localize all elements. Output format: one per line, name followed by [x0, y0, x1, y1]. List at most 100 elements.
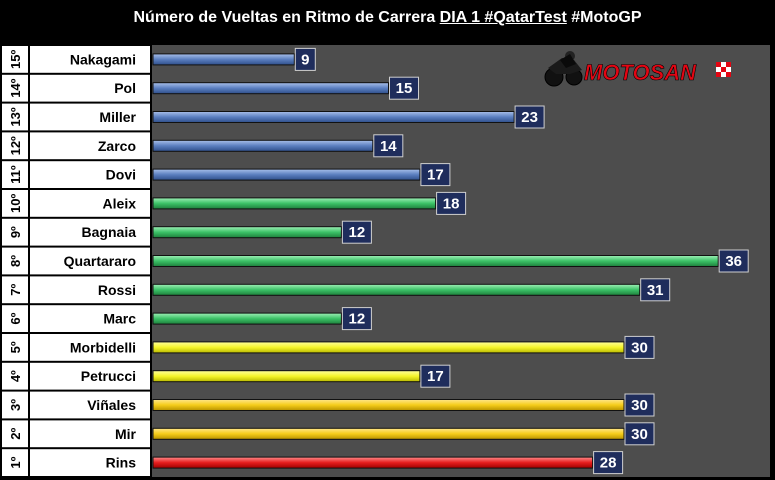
category-label-mir: Mir [115, 426, 137, 442]
position-cell-bagnaia [2, 218, 28, 246]
value-box-petrucci [420, 364, 451, 388]
rider-cell-quartararo [30, 247, 150, 275]
category-label-morbidelli: Morbidelli [70, 339, 136, 355]
position-label-aleix: 10º [8, 194, 23, 213]
title-suffix: #MotoGP [566, 9, 642, 26]
rider-cell-morbidelli [30, 334, 150, 361]
category-label-rins: Rins [106, 455, 137, 471]
category-label-dovi: Dovi [106, 167, 136, 183]
position-cell-mir [2, 420, 28, 448]
position-label-rossi: 7º [8, 284, 23, 296]
rider-cell-mir [30, 420, 150, 448]
position-label-pol: 14º [8, 78, 23, 97]
position-cell-miller [2, 103, 28, 131]
bar-petrucci [152, 370, 421, 383]
value-label-dovi: 17 [427, 167, 444, 184]
value-label-marc: 12 [349, 311, 366, 328]
bar-morbidelli [152, 341, 625, 354]
value-box-aleix [436, 191, 467, 215]
value-label-rossi: 31 [647, 282, 664, 299]
bar-dovi [152, 168, 421, 181]
position-label-dovi: 11º [8, 165, 23, 184]
value-label-nakagami: 9 [301, 51, 309, 68]
rider-cell-zarco [30, 132, 150, 160]
rider-cell-aleix [30, 190, 150, 217]
rider-cell-rossi [30, 276, 150, 304]
position-cell-dovi [2, 161, 28, 188]
bar-nakagami [152, 53, 295, 66]
category-label-bagnaia: Bagnaia [82, 224, 137, 240]
value-box-pol [389, 76, 419, 100]
bar-miller [152, 111, 515, 123]
category-label-marc: Marc [103, 311, 136, 327]
position-cell-zarco [2, 132, 28, 160]
value-label-pol: 15 [396, 80, 413, 97]
position-cell-marc [2, 305, 28, 332]
bar-zarco [152, 139, 374, 152]
category-label-quartararo: Quartararo [64, 253, 136, 269]
value-box-morbidelli [624, 335, 655, 359]
position-label-zarco: 12º [8, 136, 23, 155]
category-label-vinales: Viñales [87, 397, 136, 413]
value-label-quartararo: 36 [725, 253, 742, 270]
title-highlight: DIA 1 #QatarTest [439, 9, 567, 26]
rider-cell-nakagami [30, 46, 150, 73]
value-box-dovi [420, 163, 451, 187]
value-label-mir: 30 [631, 426, 648, 443]
position-cell-rins [2, 449, 28, 476]
value-box-zarco [373, 134, 404, 158]
value-box-vinales [624, 393, 655, 417]
value-box-quartararo [718, 249, 749, 273]
position-cell-aleix [2, 190, 28, 217]
value-box-rossi [640, 278, 671, 302]
value-box-rins [593, 451, 624, 475]
position-label-rins: 1º [8, 456, 23, 468]
position-cell-nakagami [2, 46, 28, 73]
bar-quartararo [152, 255, 719, 267]
rider-cell-marc [30, 305, 150, 332]
bar-aleix [152, 197, 437, 210]
rider-cell-pol [30, 74, 150, 102]
value-box-nakagami [294, 47, 316, 71]
bar-rins [152, 456, 594, 469]
position-label-nakagami: 15º [8, 50, 23, 69]
position-label-quartararo: 8º [8, 255, 23, 267]
bar-pol [152, 82, 389, 95]
value-label-morbidelli: 30 [631, 339, 648, 356]
rider-cell-bagnaia [30, 218, 150, 246]
position-cell-quartararo [2, 247, 28, 275]
watermark-text: MOTOSAN [584, 60, 697, 85]
value-box-mir [624, 422, 655, 446]
category-label-rossi: Rossi [98, 282, 136, 298]
position-label-morbidelli: 5º [8, 341, 23, 353]
position-label-petrucci: 4º [8, 370, 23, 382]
bar-bagnaia [152, 226, 342, 239]
bar-marc [152, 312, 342, 325]
position-label-bagnaia: 9º [8, 226, 23, 238]
rider-cell-petrucci [30, 362, 150, 390]
value-box-bagnaia [341, 220, 372, 244]
value-label-vinales: 30 [631, 397, 648, 414]
position-cell-rossi [2, 276, 28, 304]
category-label-petrucci: Petrucci [81, 368, 136, 384]
position-cell-morbidelli [2, 334, 28, 361]
position-cell-petrucci [2, 362, 28, 390]
rider-cell-vinales [30, 391, 150, 419]
rider-cell-rins [30, 449, 150, 476]
chart-title: Número de Vueltas en Ritmo de Carrera DI… [0, 0, 775, 38]
checkered-flag-icon [716, 62, 731, 77]
value-label-aleix: 18 [443, 195, 460, 212]
rider-cell-dovi [30, 161, 150, 188]
position-label-marc: 6º [8, 312, 23, 324]
value-box-miller [514, 105, 545, 129]
value-label-zarco: 14 [380, 138, 397, 155]
bar-rossi [152, 283, 641, 296]
category-label-nakagami: Nakagami [70, 51, 136, 67]
category-label-pol: Pol [114, 80, 136, 96]
position-cell-vinales [2, 391, 28, 419]
position-label-vinales: 3º [8, 399, 23, 411]
value-box-marc [341, 307, 372, 331]
bar-vinales [152, 399, 625, 411]
